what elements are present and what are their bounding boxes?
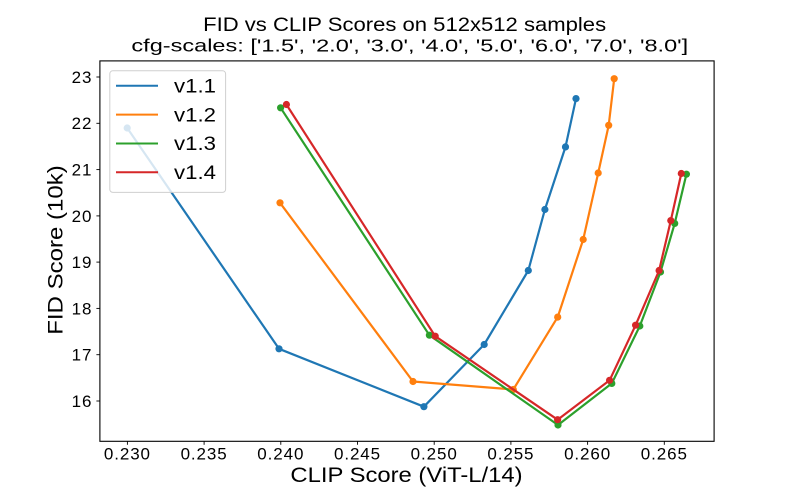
svg-text:20: 20 (72, 207, 93, 226)
svg-text:21: 21 (72, 161, 93, 180)
svg-text:19: 19 (72, 253, 93, 272)
svg-text:0.240: 0.240 (257, 445, 304, 464)
svg-text:17: 17 (72, 346, 93, 365)
svg-text:v1.4: v1.4 (174, 162, 216, 183)
svg-text:v1.3: v1.3 (174, 133, 216, 154)
svg-text:0.265: 0.265 (641, 445, 688, 464)
svg-text:0.260: 0.260 (564, 445, 611, 464)
svg-text:cfg-scales: ['1.5', '2.0', '3.: cfg-scales: ['1.5', '2.0', '3.0', '4.0',… (131, 36, 688, 55)
svg-text:0.245: 0.245 (334, 445, 381, 464)
svg-text:FID Score (10k): FID Score (10k) (44, 165, 67, 335)
svg-text:0.250: 0.250 (411, 445, 458, 464)
svg-text:v1.2: v1.2 (174, 105, 216, 126)
svg-text:0.255: 0.255 (487, 445, 534, 464)
svg-text:22: 22 (72, 114, 93, 133)
svg-text:0.235: 0.235 (181, 445, 228, 464)
svg-text:FID vs CLIP Scores on 512x512: FID vs CLIP Scores on 512x512 samples (203, 14, 606, 35)
svg-text:23: 23 (72, 68, 93, 87)
svg-text:CLIP Score (ViT-L/14): CLIP Score (ViT-L/14) (290, 463, 522, 486)
svg-text:18: 18 (72, 299, 93, 318)
svg-text:16: 16 (72, 392, 93, 411)
svg-text:v1.1: v1.1 (174, 76, 216, 97)
svg-text:0.230: 0.230 (104, 445, 151, 464)
